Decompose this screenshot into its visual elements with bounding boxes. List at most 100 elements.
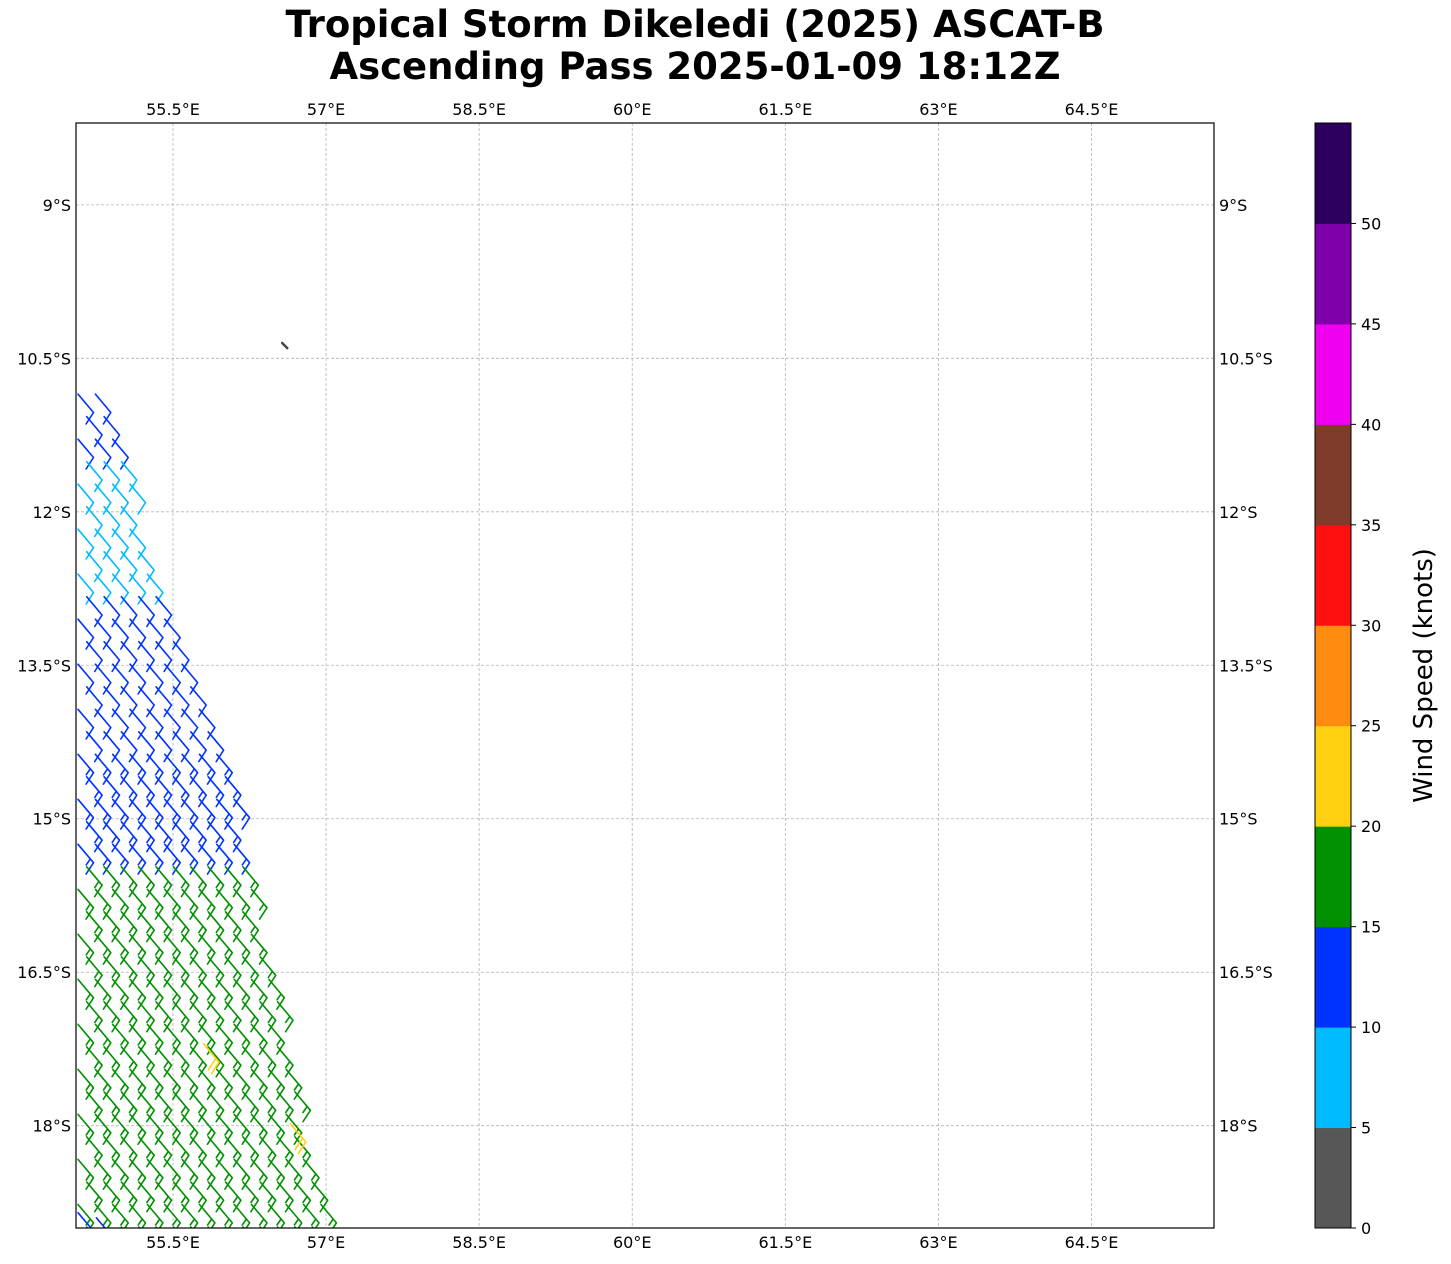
wind-barb (129, 888, 147, 920)
wind-barb (129, 1068, 147, 1100)
wind-barb (207, 911, 225, 943)
wind-barb (250, 933, 268, 965)
wind-barb (233, 1203, 251, 1228)
wind-barb (294, 1181, 312, 1213)
wind-barb (172, 1091, 190, 1123)
wind-barb (85, 911, 103, 943)
wind-barb (164, 1023, 181, 1055)
wind-barb (233, 1068, 251, 1100)
colorbar-tick-label: 40 (1361, 415, 1381, 434)
wind-barb (216, 1203, 234, 1228)
wind-barb (103, 550, 121, 583)
map-title-line1: Tropical Storm Dikeledi (2025) ASCAT-B (285, 3, 1105, 46)
lat-tick-label-left: 18°S (32, 1117, 71, 1136)
wind-barb (216, 1158, 234, 1190)
wind-barb (198, 1203, 216, 1228)
wind-barb (250, 1113, 268, 1145)
wind-barb (120, 821, 138, 853)
wind-barb (103, 1091, 121, 1123)
wind-barb (198, 843, 216, 875)
wind-barb (242, 1046, 260, 1078)
lat-tick-label-right: 12°S (1219, 503, 1258, 522)
colorbar-frame (1314, 122, 1352, 1229)
colorbar-segment (1315, 826, 1351, 928)
wind-barb (103, 1226, 106, 1228)
wind-barb (259, 956, 277, 988)
wind-barb (216, 798, 234, 830)
colorbar-segment (1315, 223, 1351, 325)
wind-barb (85, 505, 103, 538)
wind-barb (224, 911, 242, 943)
wind-barb (172, 911, 190, 943)
wind-barb (224, 1046, 242, 1078)
wind-barb (164, 753, 181, 785)
wind-barb (146, 1068, 164, 1100)
lat-tick-label-left: 9°S (43, 196, 71, 215)
wind-barb (198, 798, 216, 830)
wind-barb (111, 1158, 129, 1190)
map-title: Tropical Storm Dikeledi (2025) ASCAT-B A… (0, 4, 1390, 88)
wind-barb (120, 1001, 138, 1033)
wind-barb (224, 1136, 242, 1168)
wind-barb (120, 595, 138, 628)
wind-barb (224, 1091, 242, 1123)
wind-barb (207, 1226, 211, 1228)
colorbar-tick-label: 35 (1361, 516, 1381, 535)
wind-barb (146, 708, 164, 740)
island-icon (280, 341, 289, 350)
lon-tick-label-bottom: 63°E (919, 1233, 957, 1252)
lat-tick-label-left: 15°S (32, 810, 71, 829)
colorbar-tick-label: 10 (1361, 1018, 1381, 1037)
wind-barb (190, 1091, 207, 1123)
wind-barb (190, 866, 207, 898)
colorbar-tick-label: 50 (1361, 214, 1381, 233)
wind-barb (138, 956, 155, 988)
wind-barb (172, 866, 190, 898)
colorbar-tick-label: 20 (1361, 817, 1381, 836)
wind-barb (181, 798, 199, 830)
wind-barb (77, 888, 95, 920)
wind-barb (172, 1181, 190, 1213)
wind-barb (207, 866, 225, 898)
wind-barb (103, 866, 121, 898)
wind-barb (94, 573, 112, 605)
wind-barb (129, 753, 147, 785)
wind-barb (120, 776, 138, 808)
wind-barb (129, 618, 147, 650)
wind-barb (85, 550, 103, 583)
wind-barb (181, 1113, 199, 1145)
wind-barb (198, 1068, 216, 1100)
wind-barb (233, 933, 251, 965)
wind-barb (242, 1091, 260, 1123)
wind-barb (120, 1136, 138, 1168)
colorbar-tick-label: 30 (1361, 616, 1381, 635)
wind-barb (198, 1023, 216, 1055)
wind-barb (138, 686, 155, 718)
wind-barb (111, 618, 129, 650)
wind-barb (138, 1046, 155, 1078)
wind-barb (190, 776, 207, 808)
wind-barb (103, 1181, 121, 1213)
lat-tick-label-right: 13.5°S (1219, 656, 1273, 675)
wind-barb (198, 933, 216, 965)
lat-tick-label-right: 16.5°S (1219, 963, 1273, 982)
wind-barb (111, 1113, 129, 1145)
wind-barb (138, 776, 155, 808)
wind-barb (198, 708, 216, 740)
wind-barb (146, 843, 164, 875)
wind-barb (216, 1023, 234, 1055)
wind-barb (94, 888, 112, 920)
wind-barb (302, 1158, 320, 1190)
wind-barb (224, 866, 242, 898)
lat-tick-label-right: 18°S (1219, 1117, 1258, 1136)
wind-barb (207, 1091, 225, 1123)
wind-barb (164, 843, 181, 875)
colorbar-segment (1315, 625, 1351, 727)
wind-barb (129, 663, 147, 695)
lat-tick-label-right: 15°S (1219, 810, 1258, 829)
wind-barb (120, 956, 138, 988)
wind-barb (164, 933, 181, 965)
wind-barb (77, 978, 95, 1010)
wind-barb (85, 1091, 103, 1123)
wind-barb (94, 393, 112, 425)
